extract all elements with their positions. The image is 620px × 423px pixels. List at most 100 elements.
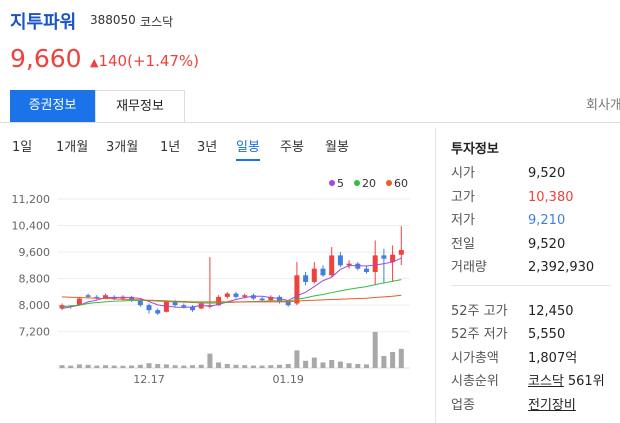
y-tick-label: 11,200: [12, 193, 51, 206]
volume-bar: [103, 365, 108, 368]
volume-bar: [111, 365, 117, 368]
ma-line: [61, 257, 402, 309]
candle-body: [224, 293, 230, 297]
info-row: 저가 9,210: [451, 209, 565, 228]
y-tick-label: 9,600: [19, 246, 51, 259]
info-value: 12,450: [528, 303, 574, 319]
volume-bar: [137, 364, 143, 368]
candle-body: [303, 275, 309, 282]
candle-body: [398, 250, 404, 255]
volume-bar: [277, 364, 282, 368]
change-pct: (+1.47%): [127, 52, 200, 70]
candle-body: [76, 298, 82, 306]
volume-bar: [294, 350, 300, 368]
y-tick-label: 7,200: [19, 326, 51, 339]
info-row: 52주 고가 12,450: [451, 300, 574, 319]
candle-body: [337, 255, 343, 266]
info-label: 시총순위: [451, 374, 499, 389]
volume-bar: [68, 365, 74, 368]
period-tab[interactable]: 1개월: [56, 140, 89, 155]
legend-dot: [329, 180, 335, 186]
volume-bar: [303, 360, 309, 368]
volume-bar: [120, 365, 126, 368]
volume-bar: [181, 365, 187, 368]
volume-bar: [355, 364, 361, 368]
volume-bar: [190, 365, 195, 368]
candle-body: [259, 298, 265, 301]
stock-name[interactable]: 지투파워: [10, 12, 77, 33]
y-tick-label: 8,800: [19, 273, 51, 286]
info-link[interactable]: 코스닥: [528, 374, 564, 389]
volume-bar: [381, 356, 387, 368]
info-link[interactable]: 전기장비: [528, 397, 576, 413]
period-tab[interactable]: 3개월: [106, 140, 139, 155]
x-tick-label: 01.19: [272, 373, 304, 386]
volume-bar: [285, 364, 291, 368]
info-label: 거래량: [451, 260, 487, 275]
volume-bar: [216, 362, 222, 368]
y-tick-label: 10,400: [12, 220, 51, 233]
info-value: 561위: [567, 374, 605, 389]
info-row: 시총순위 코스닥 561위: [451, 370, 605, 389]
divider: [451, 284, 611, 286]
volume-bar: [233, 364, 239, 368]
volume-bar: [59, 365, 65, 368]
period-tab[interactable]: 월봉: [325, 140, 349, 155]
chart: 7,200 8,000 8,800 9,600 10,400 11,200 12.17 01.…: [12, 177, 410, 386]
volume-bar: [207, 353, 213, 368]
volume-bar: [155, 364, 161, 368]
candle-body: [137, 300, 143, 306]
info-value: 1,807억: [528, 350, 578, 366]
candle-body: [146, 305, 152, 311]
candle-body: [277, 296, 282, 302]
info-panel: 투자정보 시가 9,520 고가 10,380 저가 9,210 전일 9,520 거래량 2,3…: [435, 128, 620, 423]
volume-bar: [390, 352, 396, 368]
volume-bar: [250, 365, 256, 368]
info-label: 전일: [451, 236, 475, 252]
candle-body: [320, 268, 326, 276]
candle-body: [129, 296, 135, 301]
period-tab[interactable]: 1일: [12, 140, 33, 155]
volume-bar: [311, 357, 317, 368]
info-row: 전일 9,520: [451, 233, 565, 252]
info-label: 업종: [451, 397, 475, 413]
volume-bar: [76, 364, 82, 368]
current-price: 9,660: [10, 44, 82, 73]
tab[interactable]: 증권정보: [10, 90, 95, 122]
legend-dot: [386, 180, 392, 186]
candle-body: [346, 263, 352, 266]
period-tab[interactable]: 주봉: [280, 140, 304, 155]
info-row: 거래량 2,392,930: [451, 256, 594, 275]
tab[interactable]: 재무정보: [95, 90, 185, 123]
info-row: 시가 9,520: [451, 162, 565, 181]
period-tab[interactable]: 일봉: [236, 136, 260, 161]
volume-bar: [364, 364, 369, 368]
volume-bar: [346, 363, 352, 368]
tab[interactable]: 회사개요: [586, 98, 620, 113]
volume-bar: [320, 362, 326, 368]
candle-body: [285, 301, 291, 306]
info-label: 시가: [451, 166, 475, 181]
info-value: 9,520: [528, 236, 566, 252]
info-value: 9,210: [528, 213, 566, 228]
candle-body: [155, 310, 161, 314]
period-tab[interactable]: 3년: [197, 140, 218, 155]
candle-body: [233, 293, 239, 297]
info-value: 5,550: [528, 327, 566, 342]
info-label: 저가: [451, 213, 475, 228]
change: 140: [98, 52, 128, 70]
info-label: 시가총액: [451, 350, 499, 366]
candle-body: [311, 268, 317, 282]
info-row: 52주 저가 5,550: [451, 323, 565, 342]
period-tab[interactable]: 1년: [160, 140, 181, 155]
volume-bar: [85, 364, 91, 368]
candle-body: [103, 295, 108, 299]
candle-body: [364, 268, 369, 272]
candle-body: [242, 295, 248, 297]
info-label: 52주 고가: [451, 303, 508, 319]
legend-dot: [354, 180, 360, 186]
ma-line: [61, 279, 402, 308]
volume-bar: [163, 364, 169, 368]
candle-body: [372, 255, 378, 272]
